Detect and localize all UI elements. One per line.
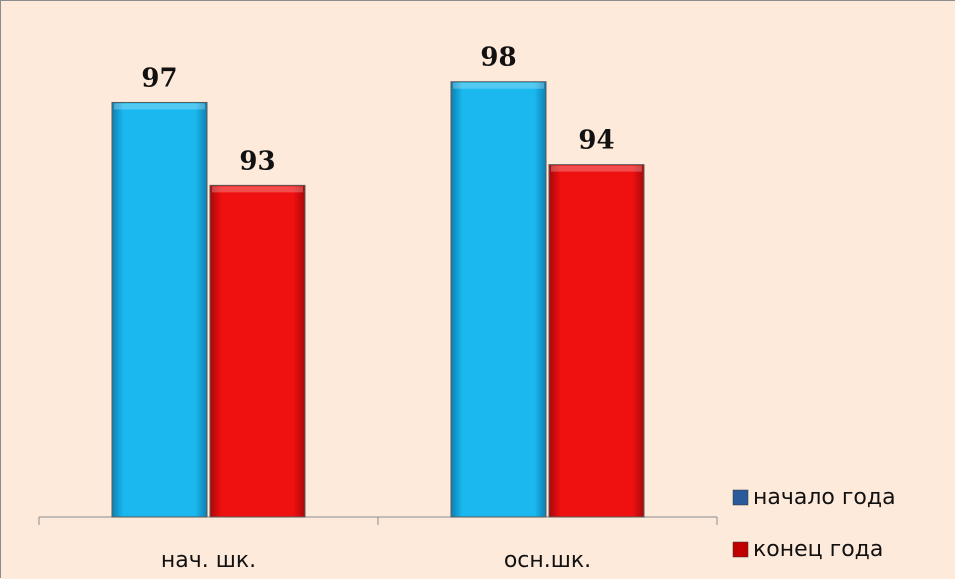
x-tick-label: осн.шк.: [504, 548, 591, 573]
legend-marker: [732, 541, 749, 558]
bar-bevel: [212, 186, 303, 193]
bar-start-2: [450, 81, 547, 518]
data-label: 98: [480, 43, 516, 73]
bar-start-1: [111, 101, 208, 518]
data-label: 94: [578, 126, 614, 156]
data-label: 97: [141, 63, 177, 93]
bar-end-2: [548, 164, 645, 518]
bar-end-1: [209, 184, 306, 518]
legend-marker: [732, 489, 749, 506]
bar-bevel: [453, 82, 544, 89]
data-label: 93: [239, 146, 275, 176]
legend-label: конец года: [753, 537, 883, 562]
legend-label: начало года: [753, 485, 896, 510]
bar-bevel: [551, 165, 642, 172]
bar-bevel: [114, 103, 205, 110]
x-tick-label: нач. шк.: [161, 548, 256, 573]
